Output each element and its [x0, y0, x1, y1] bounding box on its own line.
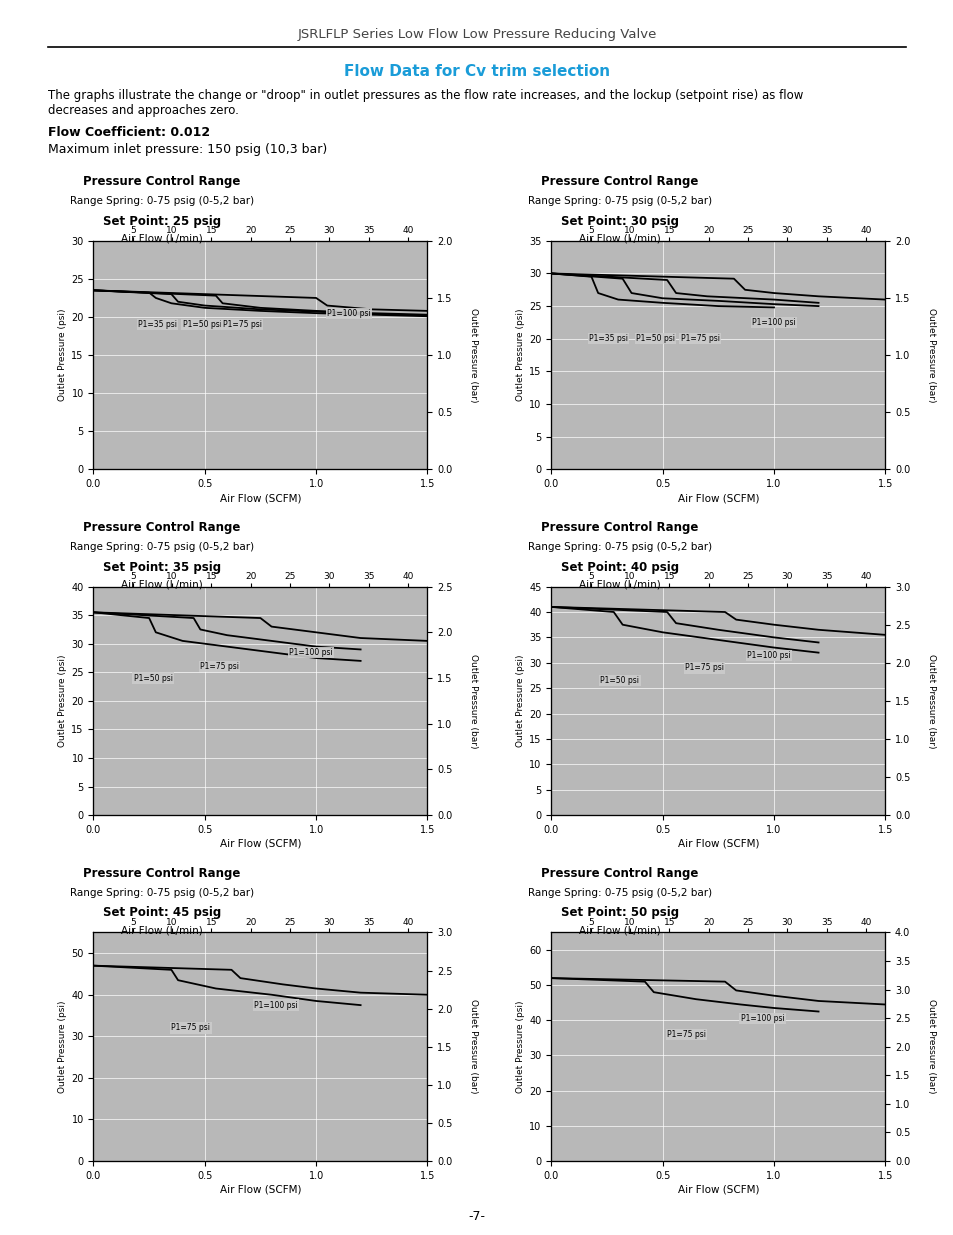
Y-axis label: Outlet Pressure (psi): Outlet Pressure (psi) — [516, 1000, 524, 1093]
Y-axis label: Outlet Pressure (bar): Outlet Pressure (bar) — [926, 308, 935, 403]
Text: Set Point: 35 psig: Set Point: 35 psig — [103, 561, 221, 574]
Y-axis label: Outlet Pressure (psi): Outlet Pressure (psi) — [516, 309, 524, 401]
Text: JSRLFLP Series Low Flow Low Pressure Reducing Valve: JSRLFLP Series Low Flow Low Pressure Red… — [297, 28, 656, 42]
Text: P1=100 psi: P1=100 psi — [253, 1000, 297, 1010]
Y-axis label: Outlet Pressure (bar): Outlet Pressure (bar) — [926, 653, 935, 748]
Text: Set Point: 50 psig: Set Point: 50 psig — [560, 906, 679, 920]
Text: P1=100 psi: P1=100 psi — [746, 651, 790, 659]
X-axis label: Air Flow (SCFM): Air Flow (SCFM) — [677, 1184, 759, 1194]
Text: P1=75 psi: P1=75 psi — [679, 335, 719, 343]
X-axis label: Air Flow (SCFM): Air Flow (SCFM) — [219, 839, 301, 848]
Text: P1=35 psi: P1=35 psi — [138, 320, 177, 329]
Y-axis label: Outlet Pressure (psi): Outlet Pressure (psi) — [516, 655, 524, 747]
Text: P1=75 psi: P1=75 psi — [666, 1030, 705, 1039]
Text: Range Spring: 0-75 psig (0-5,2 bar): Range Spring: 0-75 psig (0-5,2 bar) — [527, 542, 712, 552]
Text: P1=35 psi: P1=35 psi — [589, 335, 628, 343]
Text: Range Spring: 0-75 psig (0-5,2 bar): Range Spring: 0-75 psig (0-5,2 bar) — [70, 542, 254, 552]
X-axis label: Air Flow (SCFM): Air Flow (SCFM) — [677, 493, 759, 503]
Text: Set Point: 25 psig: Set Point: 25 psig — [103, 215, 221, 228]
X-axis label: Air Flow (SCFM): Air Flow (SCFM) — [677, 839, 759, 848]
Text: Air Flow (L/min): Air Flow (L/min) — [121, 925, 203, 935]
Text: P1=50 psi: P1=50 psi — [599, 676, 639, 685]
Text: P1=75 psi: P1=75 psi — [222, 320, 261, 329]
Text: Pressure Control Range: Pressure Control Range — [541, 867, 698, 881]
X-axis label: Air Flow (SCFM): Air Flow (SCFM) — [219, 493, 301, 503]
Text: Set Point: 40 psig: Set Point: 40 psig — [560, 561, 679, 574]
Text: P1=50 psi: P1=50 psi — [636, 335, 675, 343]
Text: P1=75 psi: P1=75 psi — [200, 662, 239, 671]
Text: Range Spring: 0-75 psig (0-5,2 bar): Range Spring: 0-75 psig (0-5,2 bar) — [527, 196, 712, 206]
Y-axis label: Outlet Pressure (psi): Outlet Pressure (psi) — [58, 309, 67, 401]
Y-axis label: Outlet Pressure (bar): Outlet Pressure (bar) — [469, 308, 477, 403]
Y-axis label: Outlet Pressure (bar): Outlet Pressure (bar) — [469, 653, 477, 748]
Text: Set Point: 45 psig: Set Point: 45 psig — [103, 906, 221, 920]
Text: Pressure Control Range: Pressure Control Range — [84, 175, 240, 189]
Y-axis label: Outlet Pressure (psi): Outlet Pressure (psi) — [58, 1000, 67, 1093]
Text: Set Point: 30 psig: Set Point: 30 psig — [560, 215, 679, 228]
Text: Pressure Control Range: Pressure Control Range — [541, 521, 698, 535]
Text: P1=100 psi: P1=100 psi — [289, 648, 333, 657]
Y-axis label: Outlet Pressure (bar): Outlet Pressure (bar) — [469, 999, 477, 1094]
X-axis label: Air Flow (SCFM): Air Flow (SCFM) — [219, 1184, 301, 1194]
Text: Pressure Control Range: Pressure Control Range — [84, 867, 240, 881]
Text: P1=50 psi: P1=50 psi — [182, 320, 221, 329]
Text: P1=75 psi: P1=75 psi — [684, 663, 723, 672]
Text: -7-: -7- — [468, 1209, 485, 1223]
Text: Air Flow (L/min): Air Flow (L/min) — [121, 233, 203, 243]
Text: Air Flow (L/min): Air Flow (L/min) — [578, 925, 660, 935]
Text: P1=100 psi: P1=100 psi — [740, 1014, 783, 1023]
Text: Pressure Control Range: Pressure Control Range — [541, 175, 698, 189]
Text: Range Spring: 0-75 psig (0-5,2 bar): Range Spring: 0-75 psig (0-5,2 bar) — [527, 888, 712, 898]
Text: The graphs illustrate the change or "droop" in outlet pressures as the flow rate: The graphs illustrate the change or "dro… — [48, 89, 802, 117]
Text: Air Flow (L/min): Air Flow (L/min) — [578, 579, 660, 589]
Y-axis label: Outlet Pressure (psi): Outlet Pressure (psi) — [58, 655, 67, 747]
Text: Air Flow (L/min): Air Flow (L/min) — [121, 579, 203, 589]
Text: Maximum inlet pressure: 150 psig (10,3 bar): Maximum inlet pressure: 150 psig (10,3 b… — [48, 143, 327, 157]
Text: Air Flow (L/min): Air Flow (L/min) — [578, 233, 660, 243]
Text: Range Spring: 0-75 psig (0-5,2 bar): Range Spring: 0-75 psig (0-5,2 bar) — [70, 888, 254, 898]
Text: Pressure Control Range: Pressure Control Range — [84, 521, 240, 535]
Text: P1=75 psi: P1=75 psi — [172, 1024, 211, 1032]
Text: P1=100 psi: P1=100 psi — [751, 317, 795, 327]
Text: Flow Coefficient: 0.012: Flow Coefficient: 0.012 — [48, 126, 210, 140]
Text: Flow Data for Cv trim selection: Flow Data for Cv trim selection — [344, 64, 609, 79]
Text: P1=100 psi: P1=100 psi — [327, 309, 371, 317]
Y-axis label: Outlet Pressure (bar): Outlet Pressure (bar) — [926, 999, 935, 1094]
Text: Range Spring: 0-75 psig (0-5,2 bar): Range Spring: 0-75 psig (0-5,2 bar) — [70, 196, 254, 206]
Text: P1=50 psi: P1=50 psi — [133, 673, 172, 683]
